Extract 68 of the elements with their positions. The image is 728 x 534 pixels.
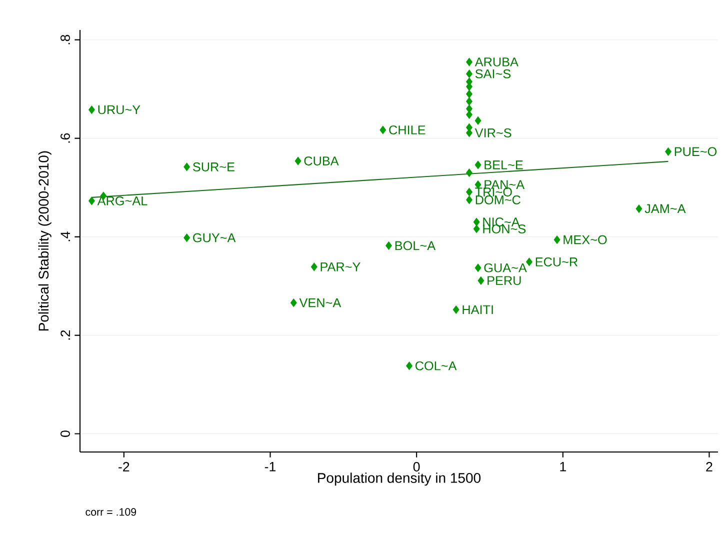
point: [184, 162, 190, 171]
point: [466, 58, 472, 66]
point: [290, 298, 297, 307]
point: [474, 116, 482, 125]
data-label: PERU: [488, 276, 521, 286]
x-tick-label: 1: [560, 462, 566, 472]
point: [636, 204, 642, 213]
point: [474, 160, 482, 169]
point: [466, 188, 472, 196]
point: [478, 276, 484, 285]
data-label: GUA~A: [484, 263, 527, 272]
x-axis-title: Population density in 1500: [318, 472, 481, 486]
point: [466, 97, 472, 106]
data-label: HAITI: [462, 305, 493, 314]
x-tick-label: -2: [118, 462, 130, 472]
data-label: BOL~A: [395, 241, 436, 250]
point: [184, 234, 190, 242]
point: [665, 148, 672, 156]
point: [88, 196, 95, 205]
y-tick-label: .4: [60, 232, 70, 242]
data-label: PAN~A: [484, 180, 525, 189]
data-label: GUY~A: [193, 233, 236, 242]
point: [466, 196, 472, 204]
text: corr = .109: [86, 508, 136, 516]
data-label: PUE~O: [674, 147, 717, 156]
data-label: ARUBA: [474, 58, 518, 66]
data-label: SUR~E: [193, 162, 234, 172]
point: [473, 224, 480, 233]
data-label: HON~S: [483, 224, 526, 234]
point: [526, 258, 532, 266]
point: [474, 264, 482, 272]
point: [466, 90, 472, 98]
data-label: VIR~S: [474, 128, 512, 138]
data-label: NIC~A: [483, 218, 520, 227]
point: [294, 156, 302, 165]
data-label: VEN~A: [299, 298, 342, 308]
data-label: PAR~Y: [320, 262, 360, 272]
x-tick-label: 2: [706, 462, 712, 472]
data-label: TRI~O: [475, 188, 512, 196]
data-label: ECU~R: [536, 257, 578, 266]
data-label: CHILE: [389, 125, 426, 134]
data-label: URU~Y: [98, 105, 140, 114]
data-label: BEL~E: [484, 160, 523, 170]
data-label: JAM~A: [644, 204, 686, 214]
y-tick-label: .8: [60, 34, 70, 44]
point: [466, 110, 472, 119]
data-label: MEX~O: [564, 235, 607, 244]
x-tick-label: -1: [264, 462, 276, 472]
point: [554, 236, 560, 244]
data-label: DOM~C: [476, 195, 520, 204]
point: [386, 242, 392, 250]
data-label: CUBA: [304, 156, 339, 166]
point: [88, 106, 95, 114]
y-axis-title: Political Stability (2000-2010): [38, 151, 52, 330]
point: [466, 70, 472, 78]
y-tick-label: 0: [60, 430, 70, 437]
point: [310, 262, 318, 271]
data-label: ARG~AL: [97, 196, 148, 206]
y-tick-label: .2: [60, 330, 70, 340]
x-tick-label: 0: [413, 462, 420, 472]
point: [466, 168, 472, 177]
y-tick-label: .6: [60, 133, 70, 143]
point: [380, 126, 386, 134]
data-label: COL~A: [415, 361, 457, 370]
point: [406, 362, 412, 370]
point: [452, 306, 460, 314]
point: [473, 218, 480, 226]
data-label: SAI~S: [475, 69, 511, 78]
